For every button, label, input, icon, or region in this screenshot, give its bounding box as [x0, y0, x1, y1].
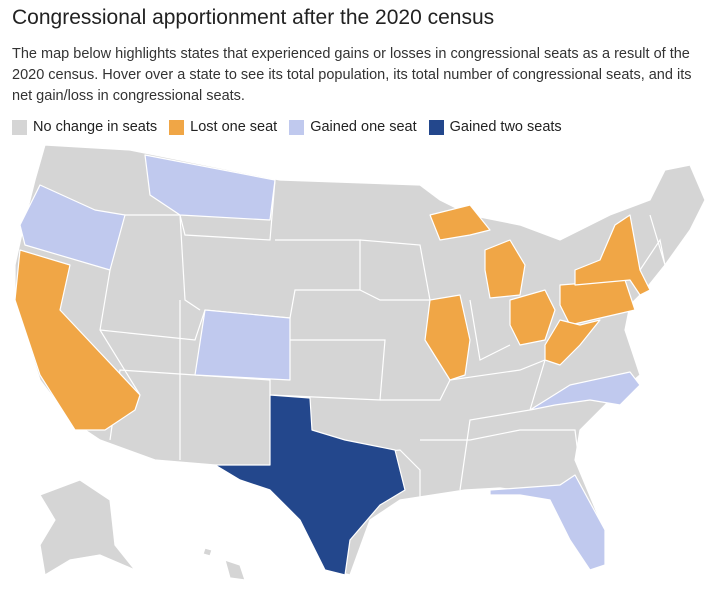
- state-border: [109, 339, 386, 441]
- state[interactable]: [39, 479, 136, 576]
- legend-item: No change in seats: [12, 119, 157, 135]
- state[interactable]: [202, 547, 213, 557]
- title: Congressional apportionment after the 20…: [12, 6, 495, 29]
- description: The map below highlights states that exp…: [12, 46, 692, 104]
- state[interactable]: [429, 204, 491, 241]
- state-border: [639, 214, 666, 271]
- state[interactable]: [424, 294, 471, 381]
- legend-item: Gained two seats: [428, 119, 562, 135]
- legend-swatch: [12, 119, 27, 135]
- state[interactable]: [484, 239, 526, 299]
- legend-label: No change in seats: [33, 119, 158, 135]
- state-border: [380, 358, 546, 491]
- legend: No change in seats Lost one seat Gained on…: [12, 119, 562, 135]
- state[interactable]: [194, 309, 291, 381]
- legend-item: Gained one seat: [289, 119, 417, 135]
- state-border: [469, 299, 511, 361]
- state[interactable]: [224, 559, 246, 581]
- legend-item: Lost one seat: [169, 119, 277, 135]
- state[interactable]: [574, 214, 651, 296]
- legend-label: Lost one seat: [190, 119, 278, 135]
- legend-swatch: [289, 119, 305, 135]
- state[interactable]: [529, 371, 641, 411]
- state-border: [99, 239, 361, 341]
- state[interactable]: [489, 474, 606, 571]
- state-border: [179, 214, 201, 311]
- legend-swatch: [428, 119, 444, 135]
- legend-swatch: [169, 119, 185, 135]
- state-border: [125, 179, 276, 241]
- state-border: [420, 429, 581, 471]
- state[interactable]: [214, 394, 406, 576]
- legend-label: Gained one seat: [310, 119, 417, 135]
- legend-label: Gained two seats: [449, 119, 562, 135]
- state[interactable]: [14, 249, 141, 431]
- state[interactable]: [509, 289, 556, 346]
- states: [14, 144, 706, 581]
- state[interactable]: [19, 184, 126, 271]
- state[interactable]: [144, 154, 276, 221]
- state[interactable]: [544, 319, 601, 366]
